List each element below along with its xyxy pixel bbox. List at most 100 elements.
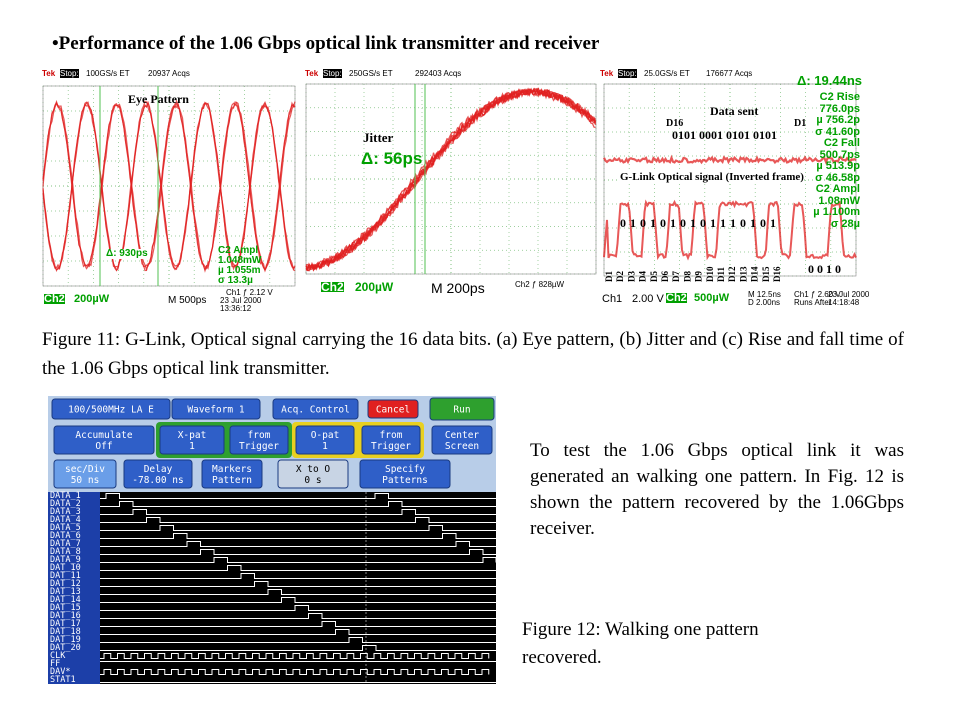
signal-trace	[100, 621, 496, 627]
trigger: Ch1 ƒ 2.12 V	[226, 288, 273, 297]
button[interactable]	[201, 459, 263, 489]
signal-trace	[100, 533, 496, 539]
signal-label: DAT_11	[50, 571, 81, 581]
trigger: Ch2 ƒ 828µW	[515, 280, 565, 289]
d-label: D8	[682, 271, 692, 282]
d-label: D1	[604, 271, 614, 282]
signal-trace	[100, 525, 496, 531]
measurement: σ 41.60p	[815, 125, 860, 138]
header-bar	[40, 68, 297, 80]
measurement: 500.7ps	[819, 148, 860, 161]
ch1-scale: 2.00 V	[632, 293, 664, 305]
signal-label: DATA_4	[50, 515, 81, 525]
delay: D 2.00ns	[748, 298, 781, 307]
scope-plot	[305, 83, 597, 275]
signal-label: FF	[50, 659, 60, 669]
button[interactable]	[431, 425, 493, 455]
button[interactable]	[361, 425, 421, 455]
state: Stop:	[323, 69, 342, 78]
trigger: Ch1 ƒ 2.60 V	[794, 290, 841, 299]
logic-display: 100/500MHz LA E Waveform 1 Acq. Control Can…	[48, 397, 496, 684]
button[interactable]	[277, 459, 349, 489]
button-label: Run	[453, 405, 470, 416]
label-column	[48, 492, 100, 684]
meas: µ 1.055m	[218, 265, 261, 276]
button-label: sec/Div	[65, 464, 105, 475]
signal-trace	[100, 597, 496, 603]
button[interactable]	[429, 397, 495, 421]
signal-label: DAT_13	[50, 587, 81, 597]
d-label: D9	[694, 271, 704, 282]
button-label: from	[248, 430, 271, 441]
button[interactable]	[359, 459, 451, 489]
plot-frame	[603, 83, 857, 277]
scale: 200µW	[355, 280, 394, 294]
signal-label: DAT_12	[50, 579, 81, 589]
signal-trace	[100, 589, 496, 595]
logic-analyzer: 100/500MHz LA E Waveform 1 Acq. Control Can…	[48, 396, 496, 684]
brand: Tek	[42, 69, 56, 78]
measurement: C2 Rise	[819, 91, 860, 103]
button[interactable]	[229, 425, 289, 455]
button-label: Markers	[212, 464, 252, 475]
pattern: 0101 0001 0101 0101	[672, 128, 777, 142]
button[interactable]	[367, 399, 419, 419]
signal-label: DAT_20	[50, 643, 81, 653]
delta: Δ: 19.44ns	[797, 73, 862, 88]
state: Stop:	[618, 69, 637, 78]
scale: 500µW	[694, 292, 730, 304]
measurement: 1.08mW	[818, 194, 860, 207]
button-label: 1	[322, 441, 328, 452]
button-label: 100/500MHz LA E	[68, 405, 154, 416]
d-label: D5	[649, 271, 659, 282]
signal-label: DAT_15	[50, 603, 81, 613]
scope-eye: Tek Stop: 100GS/s ET 20937 Acqs Eye Patt…	[40, 68, 297, 312]
time: M 200ps	[431, 280, 485, 296]
date: 23 Jul 2000	[220, 296, 262, 305]
signal-label: DATA_5	[50, 523, 81, 533]
signal-trace	[100, 637, 496, 643]
signal-label: DAT_17	[50, 619, 81, 629]
button[interactable]	[53, 425, 155, 455]
runs: Runs After	[794, 298, 832, 307]
acqs: 292403 Acqs	[415, 69, 462, 78]
meas: σ 13.3µ	[218, 275, 253, 286]
channel1: Ch1	[602, 293, 623, 305]
measurement: µ 513.9p	[816, 160, 860, 172]
paragraph: To test the 1.06 Gbps optical link it wa…	[530, 440, 904, 539]
button[interactable]	[123, 459, 193, 489]
button-label: Pattern	[212, 475, 252, 486]
button[interactable]	[51, 398, 171, 420]
button[interactable]	[171, 398, 261, 420]
jitter-trace	[305, 88, 597, 271]
measurements: C2 Rise 776.0ps µ 756.2p σ 41.60p C2 Fall 500…	[813, 91, 860, 230]
signal-label: DAT_18	[50, 627, 81, 637]
button[interactable]	[159, 425, 225, 455]
d-label: D7	[671, 271, 681, 282]
signal-trace	[100, 581, 496, 587]
figure-caption: Figure 11: G-Link, Optical signal carryi…	[42, 329, 904, 379]
signal-trace	[100, 653, 490, 659]
button-label: 1	[189, 441, 195, 452]
date: 23 Jul 2000	[828, 290, 870, 299]
signal-label: DAT_19	[50, 635, 81, 645]
signal-label: DAT_16	[50, 611, 81, 621]
rate: 25.0GS/s ET	[644, 69, 690, 78]
button-label: Cancel	[376, 405, 410, 416]
bits-tail: 0 0 1 0	[808, 262, 841, 276]
signal-trace	[100, 629, 496, 635]
signal-trace	[100, 645, 496, 651]
eye-trace	[42, 100, 296, 273]
button-label: 0 s	[304, 475, 321, 486]
meas: 1.048mW	[218, 255, 262, 266]
button[interactable]	[295, 425, 355, 455]
button[interactable]	[272, 398, 359, 420]
measurement: µ 756.2p	[816, 114, 860, 126]
signal-label: DATA_7	[50, 539, 81, 549]
signal-label: DATA_9	[50, 555, 81, 565]
button[interactable]	[53, 459, 117, 489]
time: M 500ps	[168, 295, 207, 306]
signal-trace	[100, 493, 496, 499]
figure-caption: Figure 12: Walking one pattern recovered…	[522, 619, 759, 668]
